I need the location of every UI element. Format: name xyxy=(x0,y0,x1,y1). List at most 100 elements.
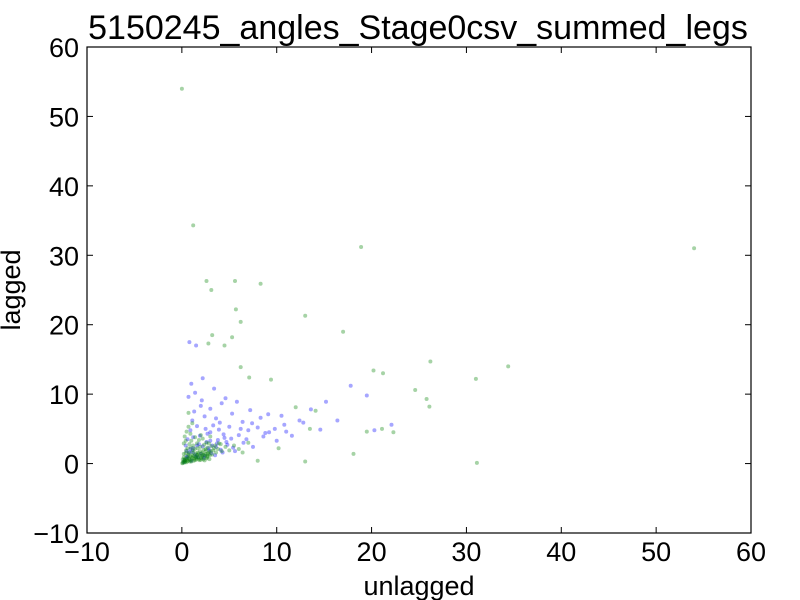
scatter-point xyxy=(186,424,191,429)
x-tick-label: 10 xyxy=(262,537,292,567)
scatter-point xyxy=(223,444,228,449)
scatter-point xyxy=(230,335,235,340)
scatter-point xyxy=(184,429,189,434)
scatter-point xyxy=(180,460,185,465)
scatter-point xyxy=(247,375,252,380)
scatter-point xyxy=(185,456,190,461)
scatter-point xyxy=(181,441,186,446)
scatter-point xyxy=(191,458,196,463)
scatter-point xyxy=(188,454,193,459)
scatter-point xyxy=(199,451,204,456)
scatter-point xyxy=(214,416,218,421)
scatter-point xyxy=(221,432,226,437)
scatter-point xyxy=(183,438,188,443)
scatter-point xyxy=(276,446,281,451)
scatter-point xyxy=(195,441,199,446)
scatter-point xyxy=(183,443,188,448)
scatter-point xyxy=(196,438,201,442)
scatter-point xyxy=(191,446,196,451)
scatter-point xyxy=(427,404,432,409)
scatter-point xyxy=(192,453,197,458)
scatter-point xyxy=(284,429,289,434)
scatter-point xyxy=(205,455,209,460)
scatter-point xyxy=(188,458,193,463)
scatter-point xyxy=(233,449,237,454)
scatter-point xyxy=(182,460,187,465)
scatter-point xyxy=(240,450,245,455)
scatter-point xyxy=(182,434,187,439)
scatter-point xyxy=(180,457,185,462)
scatter-point xyxy=(341,329,346,334)
x-tick-label: 0 xyxy=(174,537,189,567)
scatter-point xyxy=(208,434,213,439)
scatter-point xyxy=(216,427,221,432)
scatter-point xyxy=(198,433,203,438)
scatter-point xyxy=(183,456,188,461)
scatter-point xyxy=(203,426,208,431)
scatter-point xyxy=(186,456,191,460)
scatter-point xyxy=(196,452,201,457)
scatter-point xyxy=(197,433,202,438)
scatter-point xyxy=(189,438,194,443)
scatter-point xyxy=(218,447,223,452)
scatter-series-1 xyxy=(179,86,697,466)
scatter-point xyxy=(200,444,205,449)
scatter-point xyxy=(213,453,218,458)
scatter-point xyxy=(193,390,198,395)
scatter-point xyxy=(190,448,195,453)
scatter-point xyxy=(212,446,217,451)
scatter-point xyxy=(313,408,318,413)
scatter-point xyxy=(193,454,198,459)
scatter-point xyxy=(202,442,207,447)
scatter-point xyxy=(348,383,353,388)
scatter-point xyxy=(267,430,272,435)
scatter-point xyxy=(188,445,193,450)
scatter-point xyxy=(389,422,394,427)
scatter-point xyxy=(209,288,214,292)
scatter-point xyxy=(225,442,230,447)
x-tick-label: 50 xyxy=(641,537,671,567)
scatter-point xyxy=(223,396,228,401)
scatter-point xyxy=(198,444,203,449)
scatter-point xyxy=(266,412,271,417)
scatter-point xyxy=(692,246,697,251)
scatter-point xyxy=(255,458,260,463)
y-axis-ticks: −10 0 10 20 30 40 50 60 xyxy=(33,33,751,549)
scatter-point xyxy=(364,429,369,434)
scatter-point xyxy=(206,341,211,346)
scatter-point xyxy=(193,435,198,440)
scatter-point xyxy=(246,428,251,433)
scatter-point xyxy=(187,442,192,447)
scatter-point xyxy=(199,453,204,458)
scatter-point xyxy=(189,459,194,464)
scatter-point xyxy=(210,333,215,338)
plot-area xyxy=(179,86,697,466)
y-tick-label: 30 xyxy=(49,241,79,271)
scatter-point xyxy=(191,223,196,228)
y-tick-label: 40 xyxy=(49,172,79,202)
scatter-point xyxy=(236,433,241,438)
scatter-point xyxy=(188,447,193,451)
scatter-point xyxy=(201,456,206,460)
scatter-point xyxy=(214,450,218,455)
scatter-point xyxy=(199,456,204,460)
x-tick-label: −10 xyxy=(64,537,110,567)
scatter-point xyxy=(197,449,202,454)
scatter-point xyxy=(220,450,225,455)
scatter-point xyxy=(187,459,192,464)
scatter-point xyxy=(189,455,194,460)
scatter-point xyxy=(208,449,213,454)
scatter-point xyxy=(191,435,196,440)
scatter-point xyxy=(428,359,433,364)
scatter-point xyxy=(216,441,221,446)
scatter-point xyxy=(238,365,243,370)
scatter-point xyxy=(207,449,212,454)
scatter-point xyxy=(184,458,189,463)
scatter-point xyxy=(187,340,192,345)
scatter-point xyxy=(282,422,287,427)
x-tick-label: 40 xyxy=(546,537,576,567)
scatter-point xyxy=(263,431,268,435)
scatter-point xyxy=(236,447,241,451)
scatter-point xyxy=(371,368,376,373)
scatter-point xyxy=(200,376,205,381)
